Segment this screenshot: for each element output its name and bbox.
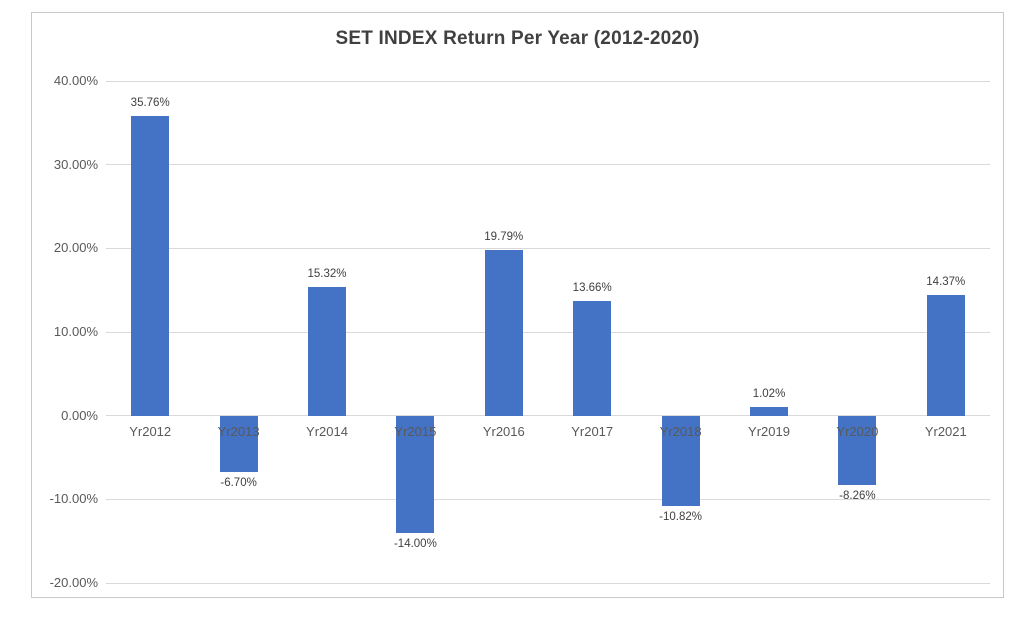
x-tick-label-yr2021: Yr2021 [924,423,967,439]
data-label-yr2015: -14.00% [393,537,437,550]
gridline-30.00% [106,164,990,166]
bar-yr2019 [750,407,788,416]
data-label-yr2014: 15.32% [307,268,347,281]
gridline-20.00% [106,247,990,249]
x-tick-label-yr2014: Yr2014 [306,423,348,439]
gridline-10.00% [106,331,990,333]
bar-yr2013 [219,415,258,472]
y-tick-label: 30.00% [53,156,98,172]
data-label-yr2017: 13.66% [572,282,612,295]
y-tick-label: -10.00% [49,491,98,507]
x-tick-label-yr2016: Yr2016 [482,423,525,439]
data-label-yr2020: -8.26% [839,489,876,502]
data-label-yr2012: 35.76% [130,97,170,110]
data-label-yr2019: 1.02% [752,388,786,401]
chart-title: SET INDEX Return Per Year (2012-2020) [335,28,700,49]
x-tick-label-yr2015: Yr2015 [394,423,437,439]
bar-yr2014 [308,287,346,416]
gridline-0.00% [106,415,990,417]
bar-yr2016 [484,250,523,416]
x-tick-label-yr2013: Yr2013 [217,423,260,439]
x-tick-label-yr2018: Yr2018 [659,423,702,439]
gridline--10.00% [106,498,990,500]
bar-yr2017 [573,301,612,416]
x-tick-label-yr2019: Yr2019 [748,423,790,439]
y-tick-label: 10.00% [53,324,98,339]
bar-yr2018 [661,415,700,507]
y-tick-label: 20.00% [53,240,98,256]
y-tick-label: -20.00% [49,575,98,590]
y-tick-label: 0.00% [61,407,98,423]
bar-yr2015 [396,415,435,533]
y-tick-label: 40.00% [53,73,98,88]
bar-yr2012 [131,116,170,416]
data-label-yr2013: -6.70% [220,476,257,489]
bar-yr2021 [926,295,965,416]
x-tick-label-yr2020: Yr2020 [836,423,879,439]
gridline-40.00% [106,80,990,82]
data-label-yr2021: 14.37% [926,276,966,289]
gridline--20.00% [106,582,990,584]
x-tick-label-yr2012: Yr2012 [129,423,172,439]
x-tick-label-yr2017: Yr2017 [571,423,614,439]
data-label-yr2018: -10.82% [659,511,703,524]
data-label-yr2016: 19.79% [484,231,524,244]
bar-yr2020 [838,415,877,485]
